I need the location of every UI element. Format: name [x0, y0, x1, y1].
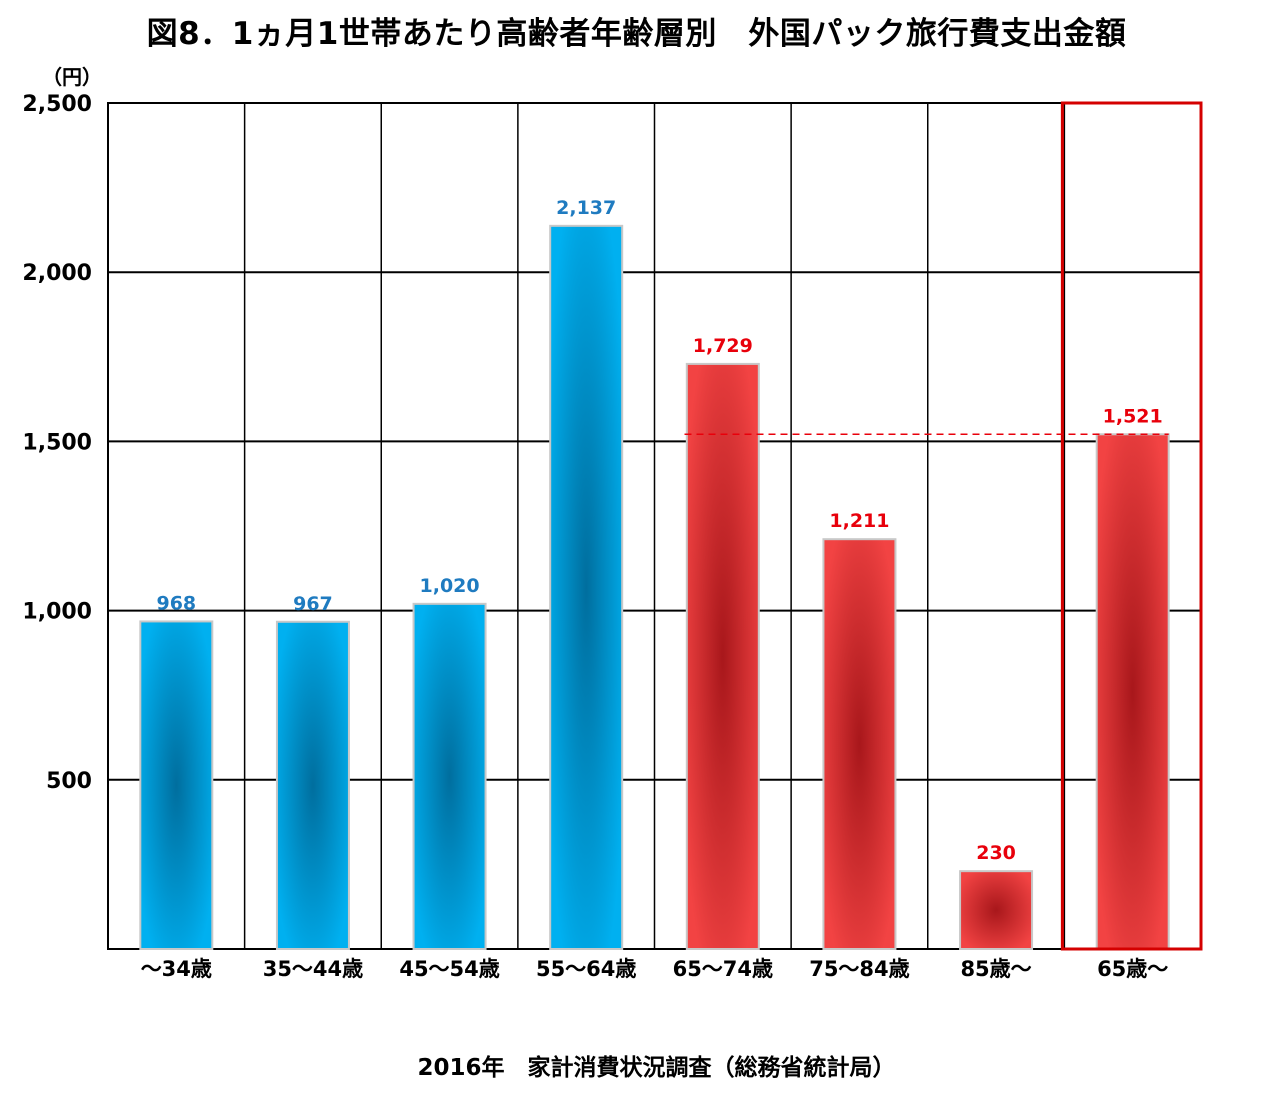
y-axis-label: （円）: [42, 65, 102, 89]
y-tick-label: 1,500: [22, 430, 92, 455]
x-tick-label: 65～74歳: [673, 957, 773, 981]
bar: [1095, 433, 1170, 951]
data-label: 1,729: [693, 335, 753, 357]
y-tick-label: 500: [46, 769, 92, 794]
data-label: 2,137: [556, 197, 616, 219]
y-tick-label: 1,000: [22, 600, 92, 625]
data-label: 1,211: [829, 510, 889, 532]
x-tick-label: 75～84歳: [809, 957, 909, 981]
source-note: 2016年 家計消費状況調査（総務省統計局）: [417, 1055, 896, 1081]
x-tick-label: 35～44歳: [263, 957, 363, 981]
x-tick-label: 45～54歳: [399, 957, 499, 981]
x-tick-label: ～34歳: [141, 957, 212, 981]
bar: [685, 362, 760, 951]
y-tick-label: 2,500: [22, 92, 92, 117]
data-label: 967: [293, 593, 333, 615]
y-tick-label: 2,000: [22, 261, 92, 286]
x-tick-label: 85歳～: [960, 957, 1031, 981]
bar-layer: [139, 224, 1170, 951]
data-label: 230: [976, 842, 1016, 864]
chart-title: 図8．1ヵ月1世帯あたり高齢者年齢層別 外国パック旅行費支出金額: [146, 16, 1127, 52]
bar: [275, 620, 350, 950]
bar: [549, 224, 624, 951]
bar-chart: 500 1,000 1,500 2,000 2,500 （円） 968 ～34歳 967 35～4…: [22, 65, 1203, 981]
bar: [139, 620, 214, 950]
bar: [959, 870, 1034, 951]
highlight-box: [1060, 101, 1203, 951]
x-tick-label: 65歳～: [1097, 957, 1168, 981]
data-label: 968: [156, 592, 196, 614]
data-label: 1,020: [420, 575, 480, 597]
data-label: 1,521: [1103, 405, 1163, 427]
label-layer: 500 1,000 1,500 2,000 2,500 （円） 968 ～34歳 967 35～4…: [22, 65, 1203, 981]
bar: [412, 602, 487, 950]
bar: [822, 538, 897, 950]
grid-layer: [107, 102, 1202, 950]
x-tick-label: 55～64歳: [536, 957, 636, 981]
